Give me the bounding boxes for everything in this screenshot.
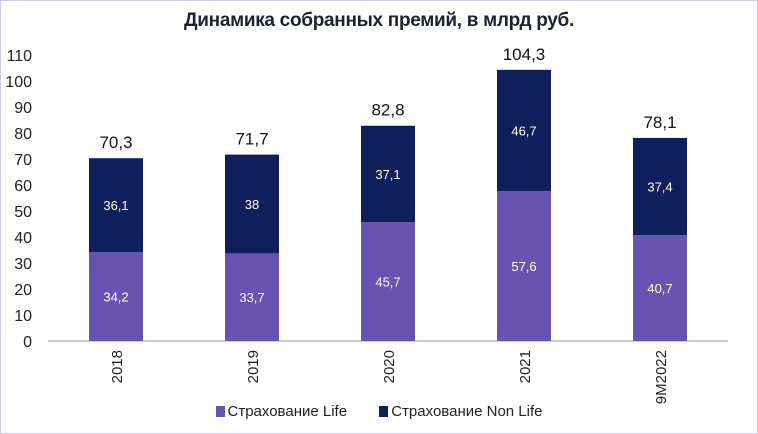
data-label: 33,7: [239, 290, 264, 305]
y-tick-label: 60: [14, 178, 32, 195]
chart-title: Динамика собранных премий, в млрд руб.: [184, 10, 574, 31]
data-label: 37,4: [647, 180, 672, 195]
bar-segment-nonlife: [497, 69, 551, 192]
legend-swatch-life: [215, 406, 225, 417]
y-tick-label: 50: [14, 204, 32, 221]
x-tick-label: 2020: [381, 350, 398, 383]
y-tick-label: 10: [14, 308, 32, 325]
data-label: 40,7: [647, 281, 672, 296]
data-label: 38: [245, 197, 259, 212]
legend-item-nonlife: Страхование Non Life: [379, 403, 542, 420]
data-label: 37,1: [375, 167, 400, 182]
total-label: 82,8: [371, 101, 404, 120]
y-tick-label: 40: [14, 230, 32, 247]
data-label: 34,2: [103, 290, 128, 305]
y-tick-label: 90: [14, 100, 32, 117]
total-label: 71,7: [235, 130, 268, 149]
x-tick-label: 2019: [245, 350, 262, 383]
total-label: 78,1: [643, 113, 676, 132]
y-tick-label: 110: [6, 48, 32, 65]
y-tick-label: 0: [23, 334, 32, 351]
bar-segment-nonlife: [361, 125, 415, 223]
x-tick-label: 9M2022: [653, 350, 670, 404]
x-tick-label: 2018: [109, 350, 126, 383]
data-label: 36,1: [103, 198, 128, 213]
data-label: 46,7: [511, 124, 536, 139]
bar-segment-nonlife: [225, 154, 279, 254]
bar-segment-life: [89, 252, 143, 341]
bar-segment-life: [633, 235, 687, 341]
y-tick-label: 30: [14, 256, 32, 273]
total-label: 70,3: [99, 133, 132, 152]
bar-segment-life: [497, 191, 551, 341]
legend: Страхование Life Страхование Non Life: [0, 403, 758, 420]
y-tick-label: 80: [14, 126, 32, 143]
bar-segment-nonlife: [633, 137, 687, 236]
legend-swatch-nonlife: [379, 406, 389, 417]
total-label: 104,3: [503, 45, 546, 64]
bar-segment-life: [361, 222, 415, 341]
legend-item-life: Страхование Life: [215, 403, 348, 420]
bar-segment-life: [225, 253, 279, 341]
legend-label-life: Страхование Life: [227, 403, 348, 420]
bar-segment-nonlife: [89, 158, 143, 253]
y-tick-label: 20: [14, 282, 32, 299]
y-tick-label: 100: [5, 74, 32, 91]
data-label: 57,6: [511, 259, 536, 274]
legend-label-nonlife: Страхование Non Life: [391, 403, 543, 420]
y-tick-label: 70: [14, 152, 32, 169]
x-tick-label: 2021: [517, 350, 534, 383]
data-label: 45,7: [375, 275, 400, 290]
